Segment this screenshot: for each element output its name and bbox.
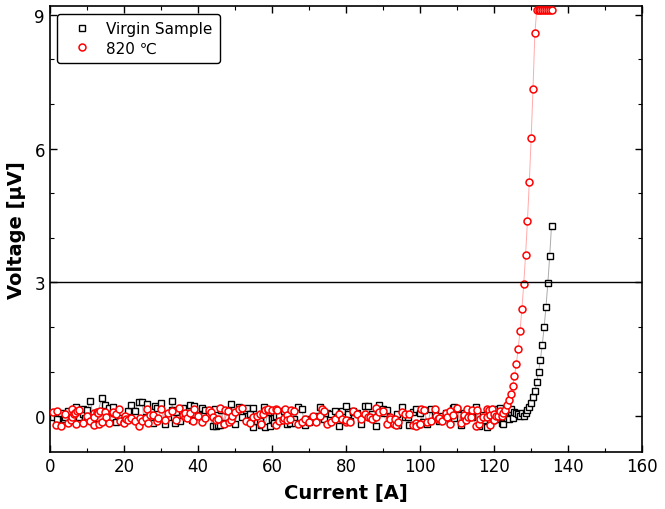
Virgin Sample xyxy=(547,223,555,229)
Virgin Sample xyxy=(270,415,278,421)
Y-axis label: Voltage [μV]: Voltage [μV] xyxy=(7,161,26,298)
820 ℃ xyxy=(154,415,162,421)
Virgin Sample xyxy=(313,418,321,425)
820 ℃ xyxy=(49,409,57,415)
Virgin Sample xyxy=(116,415,124,421)
Line: Virgin Sample: Virgin Sample xyxy=(51,223,555,430)
Virgin Sample xyxy=(249,424,257,430)
Legend: Virgin Sample, 820 ℃: Virgin Sample, 820 ℃ xyxy=(57,15,220,64)
Virgin Sample xyxy=(349,409,357,415)
Virgin Sample xyxy=(266,423,274,429)
820 ℃ xyxy=(533,8,541,14)
820 ℃ xyxy=(462,417,469,423)
820 ℃ xyxy=(547,8,555,14)
Virgin Sample xyxy=(383,408,391,414)
820 ℃ xyxy=(364,414,372,420)
820 ℃ xyxy=(134,423,142,429)
820 ℃ xyxy=(176,406,184,412)
Line: 820 ℃: 820 ℃ xyxy=(50,8,555,430)
Virgin Sample xyxy=(49,414,57,420)
X-axis label: Current [A]: Current [A] xyxy=(284,483,408,502)
820 ℃ xyxy=(490,417,498,423)
820 ℃ xyxy=(357,416,365,422)
